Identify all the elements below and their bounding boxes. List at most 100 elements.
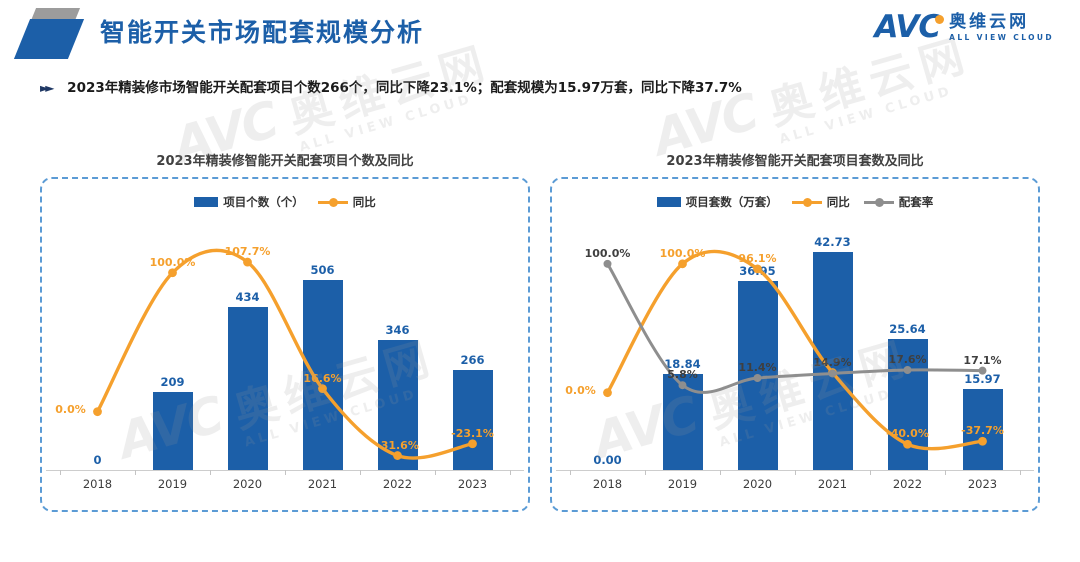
legend-line-swatch-icon xyxy=(791,197,822,207)
logo-en-name: ALL VIEW CLOUD xyxy=(949,33,1054,43)
bar-value-label: 506 xyxy=(310,263,335,278)
bar-value-label: 434 xyxy=(235,290,260,305)
line-value-label: 107.7% xyxy=(224,245,271,259)
legend-bar-swatch-icon xyxy=(656,197,681,207)
bar xyxy=(452,370,493,470)
legend-item-bar: 项目套数（万套） xyxy=(656,194,778,210)
legend-item-line-0: 同比 xyxy=(317,194,376,210)
data-point xyxy=(978,366,987,375)
legend-label: 项目套数（万套） xyxy=(685,195,778,209)
axis-tick xyxy=(60,470,61,475)
data-point xyxy=(243,257,252,267)
data-point xyxy=(468,439,477,449)
data-point xyxy=(393,451,402,460)
avc-logo: AVC 奥维云网 ALL VIEW CLOUD xyxy=(874,12,1054,43)
line-value-label: 5.8% xyxy=(667,368,698,382)
bar-value-label: 15.97 xyxy=(964,371,1001,386)
data-point xyxy=(603,388,612,398)
axis-label-year: 2022 xyxy=(382,477,413,491)
legend-label: 同比 xyxy=(352,195,376,209)
data-point xyxy=(318,384,327,394)
chart-plot-right: 2018201920202021202220230.0018.8436.9542… xyxy=(556,220,1034,491)
line-value-label: 100.0% xyxy=(584,246,631,260)
axis-label-year: 2021 xyxy=(307,477,338,491)
logo-orange-dot-icon xyxy=(935,15,945,24)
bar-value-label: 42.73 xyxy=(814,234,851,249)
chart-plot-left: 2018 2019 2020 2021 2022 2023 0 209 434 506 346 266… xyxy=(46,220,524,491)
data-point xyxy=(978,436,987,446)
axis-tick xyxy=(510,470,511,475)
page-title: 智能开关市场配套规模分析 xyxy=(100,18,425,47)
bar-value-label: 0.00 xyxy=(593,453,622,467)
chart-block-project-volume: 2023年精装修智能开关配套项目套数及同比 项目套数（万套） 同比 配套率 2018… xyxy=(550,150,1040,512)
legend-item-line-0: 同比 xyxy=(791,194,850,210)
axis-label-year: 2020 xyxy=(232,477,263,491)
axis-tick xyxy=(1020,470,1021,475)
title-decoration-icon xyxy=(4,2,96,64)
bar-value-label: 0 xyxy=(93,453,102,467)
legend-label: 同比 xyxy=(826,195,850,209)
summary-bullet: ►► 2023年精装修市场智能开关配套项目个数266个，同比下降23.1%；配套… xyxy=(40,76,742,96)
bar-value-label: 266 xyxy=(460,353,485,368)
axis-tick xyxy=(870,470,871,475)
data-point xyxy=(603,259,612,268)
bar-value-label: 18.84 xyxy=(664,356,701,371)
chart-title-left: 2023年精装修智能开关配套项目个数及同比 xyxy=(156,154,414,169)
bar-value-label: 346 xyxy=(385,323,410,338)
line-value-label: 100.0% xyxy=(659,246,706,260)
data-point xyxy=(678,259,687,269)
line-value-label: -23.1% xyxy=(451,426,494,440)
axis-label-year: 2020 xyxy=(742,477,773,491)
axis-tick xyxy=(360,470,361,475)
legend-item-line-1: 配套率 xyxy=(863,194,934,210)
axis-label-year: 2023 xyxy=(967,477,998,491)
blue-parallelogram-icon xyxy=(13,19,85,59)
data-point xyxy=(903,439,912,449)
trend-lines-layer xyxy=(93,248,477,460)
axis-tick xyxy=(210,470,211,475)
trend-lines-layer xyxy=(603,249,987,451)
axis-label-year: 2021 xyxy=(817,477,848,491)
data-point xyxy=(828,369,837,378)
bar xyxy=(152,391,193,470)
data-point xyxy=(168,268,177,278)
legend-label: 配套率 xyxy=(898,195,934,209)
bar xyxy=(227,307,268,470)
line-value-label: -37.7% xyxy=(961,424,1004,438)
legend-line-swatch-icon xyxy=(863,197,894,207)
chart-legend-left: 项目个数（个） 同比 xyxy=(42,194,528,210)
axis-label-year: 2022 xyxy=(892,477,923,491)
axis-label-year: 2018 xyxy=(592,477,623,491)
axis-label-year: 2023 xyxy=(457,477,488,491)
axis-tick xyxy=(285,470,286,475)
axis-label-year: 2019 xyxy=(157,477,188,491)
line-value-label: 16.6% xyxy=(303,371,342,385)
avc-logo-abbr: AVC xyxy=(874,12,945,43)
axis-label-year: 2019 xyxy=(667,477,698,491)
chart-title-right: 2023年精装修智能开关配套项目套数及同比 xyxy=(666,154,924,169)
trend-line-0 xyxy=(605,249,985,451)
line-value-label: 0.0% xyxy=(55,402,86,416)
legend-label: 项目个数（个） xyxy=(223,195,304,209)
axis-label-year: 2018 xyxy=(82,477,113,491)
chart-block-project-count: 2023年精装修智能开关配套项目个数及同比 项目个数（个） 同比 2018 2019… xyxy=(40,150,530,512)
data-point xyxy=(903,366,912,374)
line-value-label: 14.9% xyxy=(813,356,852,370)
axis-tick xyxy=(945,470,946,475)
bar-value-label: 209 xyxy=(160,374,185,389)
bar xyxy=(962,388,1003,470)
line-value-label: 96.1% xyxy=(738,251,777,265)
line-value-label: 100.0% xyxy=(149,255,196,269)
trend-line-1 xyxy=(606,262,984,394)
data-point xyxy=(93,407,102,417)
legend-item-bar: 项目个数（个） xyxy=(194,194,304,210)
axis-tick xyxy=(435,470,436,475)
data-point xyxy=(753,373,762,382)
chart-card-right: 项目套数（万套） 同比 配套率 2018 2019 2020 2021 2022 2023 0.… xyxy=(550,177,1040,512)
bar xyxy=(812,252,853,470)
bullet-arrow-icon: ►► xyxy=(40,81,55,95)
charts-row: 2023年精装修智能开关配套项目个数及同比 项目个数（个） 同比 2018 2019… xyxy=(40,150,1040,512)
line-value-label: 0.0% xyxy=(565,383,596,397)
logo-cn-name: 奥维云网 xyxy=(949,11,1030,32)
